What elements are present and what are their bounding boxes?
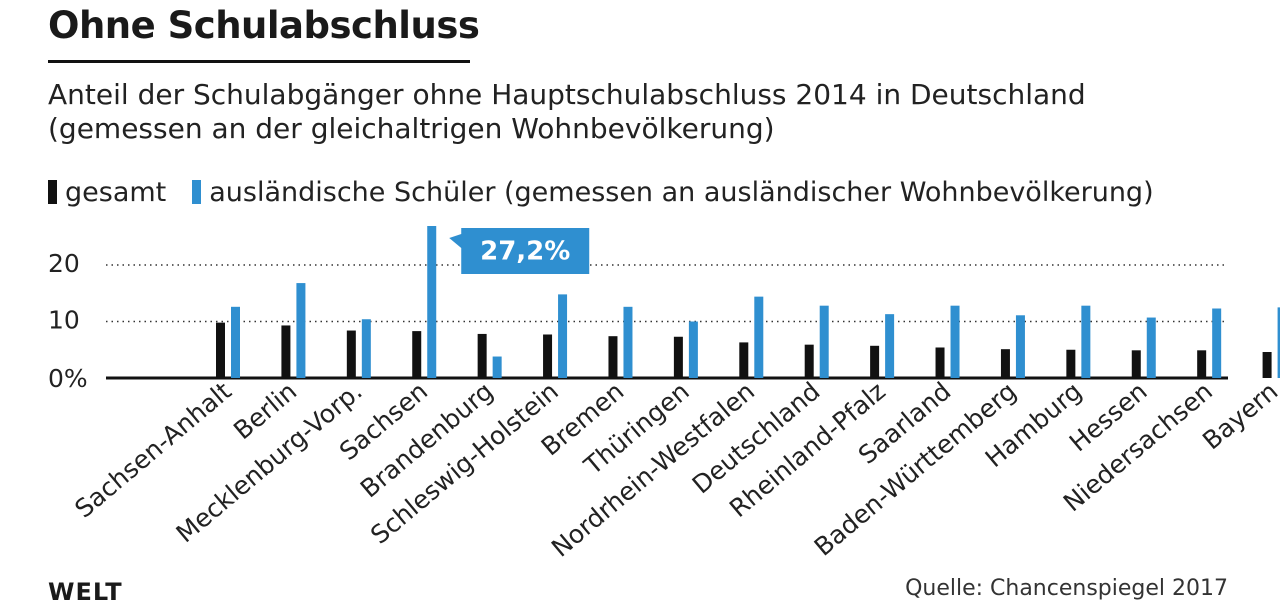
- bar-foreign-12: [1015, 315, 1025, 378]
- bar-total-11: [935, 347, 945, 378]
- legend-label-total: gesamt: [65, 176, 167, 208]
- y-tick-label-10: 10: [48, 306, 80, 335]
- legend-item-foreign: ausländische Schüler (gemessen an auslän…: [192, 176, 1154, 208]
- callout-sachsen: 27,2%: [449, 228, 590, 274]
- title-underline: [48, 60, 470, 63]
- legend-label-foreign: ausländische Schüler (gemessen an auslän…: [209, 176, 1154, 208]
- bar-total-12: [1000, 349, 1010, 378]
- chart-legend: gesamt ausländische Schüler (gemessen an…: [48, 174, 1180, 210]
- category-label-16: Bayern: [1197, 376, 1280, 455]
- y-tick-label-20: 20: [48, 249, 80, 278]
- legend-swatch-total: [48, 180, 57, 204]
- bar-total-2: [346, 330, 356, 378]
- callout-box: [449, 228, 590, 274]
- bar-total-1: [281, 325, 291, 378]
- bar-foreign-5: [558, 294, 568, 378]
- legend-swatch-foreign: [192, 180, 202, 204]
- bar-foreign-3: [427, 226, 437, 378]
- bar-foreign-9: [819, 305, 829, 378]
- bar-total-5: [543, 334, 553, 378]
- bar-foreign-15: [1212, 308, 1222, 378]
- bar-total-13: [1066, 349, 1076, 378]
- chart-subtitle: Anteil der Schulabgänger ohne Hauptschul…: [48, 78, 1086, 146]
- bar-foreign-8: [754, 296, 764, 378]
- welt-logo: WELT: [48, 578, 123, 606]
- bar-foreign-16: [1277, 307, 1280, 378]
- bar-total-6: [608, 336, 618, 378]
- bar-total-0: [216, 322, 225, 378]
- bar-foreign-14: [1146, 317, 1156, 378]
- bar-total-8: [739, 342, 749, 378]
- bar-total-16: [1262, 352, 1272, 378]
- bar-foreign-11: [950, 305, 960, 378]
- bar-total-9: [804, 344, 814, 378]
- bar-foreign-7: [688, 321, 698, 378]
- subtitle-line-2: (gemessen an der gleichaltrigen Wohnbevö…: [48, 112, 775, 145]
- bar-total-3: [412, 331, 422, 378]
- bar-total-14: [1131, 350, 1141, 378]
- chart-title: Ohne Schulabschluss: [48, 4, 480, 47]
- y-tick-label-0: 0%: [48, 364, 88, 393]
- legend-item-total: gesamt: [48, 177, 166, 208]
- bar-total-7: [673, 336, 683, 378]
- callout-value-label: 27,2%: [480, 237, 570, 267]
- bar-foreign-13: [1081, 305, 1091, 378]
- bar-total-15: [1197, 350, 1207, 378]
- source-note: Quelle: Chancenspiegel 2017: [905, 576, 1228, 601]
- bar-foreign-4: [492, 356, 502, 378]
- bar-total-10: [870, 345, 880, 378]
- bar-foreign-6: [623, 306, 633, 378]
- bar-foreign-0: [231, 306, 240, 378]
- bar-foreign-2: [361, 319, 371, 378]
- subtitle-line-1: Anteil der Schulabgänger ohne Hauptschul…: [48, 78, 1086, 111]
- bar-total-4: [477, 333, 487, 378]
- bar-foreign-10: [885, 314, 895, 378]
- bar-foreign-1: [296, 283, 306, 378]
